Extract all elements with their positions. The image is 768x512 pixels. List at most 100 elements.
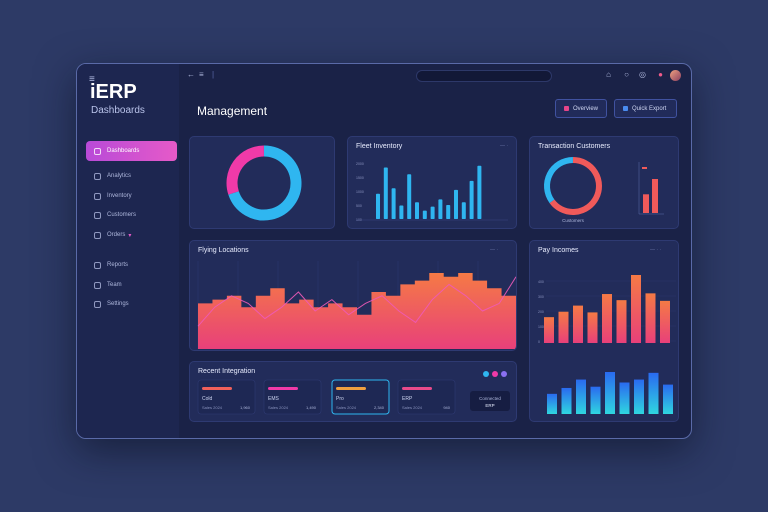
divider: |: [212, 70, 215, 79]
grid-icon: [94, 147, 101, 155]
back-arrow-icon[interactable]: ←: [187, 70, 195, 79]
sidebar: ≡ iERP Dashboards Dashboards Analytics I…: [77, 64, 179, 438]
legend-marker: — ·: [500, 143, 508, 149]
status-dot: [483, 371, 489, 377]
revenue-bar: [631, 275, 641, 343]
accent-bar: [402, 387, 432, 390]
revenue-bar: [616, 300, 627, 343]
item-sub: Sales 2024: [202, 405, 223, 410]
revenue-bar: [587, 312, 598, 343]
y-tick-label: 200: [538, 310, 544, 314]
home-icon[interactable]: ⌂: [606, 70, 611, 79]
orders-bar: [605, 372, 615, 414]
bar: [422, 210, 427, 219]
item-label: EMS: [268, 396, 280, 402]
bar: [376, 193, 380, 219]
overview-button[interactable]: Overview: [555, 99, 607, 118]
orders-bar: [576, 379, 586, 414]
item-value: 2,340: [374, 405, 385, 410]
sidebar-item-settings[interactable]: Settings: [86, 294, 177, 314]
sidebar-item-label: Analytics: [107, 173, 132, 179]
sidebar-item-customers[interactable]: Customers: [86, 205, 177, 225]
item-value: 1,960: [240, 405, 251, 410]
revenue-bar: [573, 305, 583, 343]
orders-bar: [648, 372, 659, 414]
chevron-down-icon[interactable]: ▾: [128, 232, 132, 239]
customers-card: Transaction Customers Customers: [529, 136, 679, 229]
item-label: ERP: [402, 396, 413, 402]
integration-card: Recent Integration Cold Sales 2024 1,960 EM…: [189, 361, 517, 422]
locations-area-chart: — ·: [197, 247, 516, 349]
bar: [438, 199, 443, 219]
button-label: Overview: [573, 105, 599, 112]
sidebar-item-label: Inventory: [107, 193, 132, 199]
sidebar-item-dashboards[interactable]: Dashboards: [86, 141, 177, 161]
incomes-card: Pay Incomes 400 300 200 100 0 — · ·: [529, 240, 679, 422]
y-tick-label: 300: [538, 295, 544, 299]
card-title: Recent Integration: [198, 368, 256, 375]
top-bar: ← ≡ | ⌂ ○ ◎ ●: [179, 64, 691, 88]
bar: [477, 165, 482, 219]
donut-chart: [226, 145, 302, 221]
card-title: Flying Locations: [198, 247, 249, 254]
accent-bar: [336, 387, 366, 390]
sidebar-item-label: Reports: [107, 262, 129, 268]
card-title: Fleet Inventory: [356, 143, 403, 150]
y-tick-label: 100: [538, 325, 544, 329]
file-icon: [94, 261, 101, 269]
users-icon: [94, 211, 101, 219]
customers-donut-slice: [549, 157, 602, 215]
inventory-card: Fleet Inventory 2000 1500 1000 500 100— ·: [347, 136, 517, 229]
card-title: Transaction Customers: [538, 143, 611, 150]
chart-icon: [94, 172, 101, 180]
menu-icon[interactable]: ≡: [89, 74, 95, 85]
accent-bar: [202, 387, 232, 390]
notification-icon[interactable]: ●: [658, 70, 663, 79]
revenue-bar: [660, 300, 670, 343]
sidebar-item-inventory[interactable]: Inventory: [86, 186, 177, 206]
bar: [383, 167, 388, 219]
customers-donut-slice: [544, 157, 574, 204]
item-sub: Sales 2024: [402, 405, 423, 410]
donut-slice: [228, 145, 302, 221]
bar: [461, 202, 466, 219]
accent-bar: [268, 387, 298, 390]
box-icon: [94, 192, 101, 200]
bell-icon[interactable]: ◎: [639, 70, 646, 79]
sidebar-item-reports[interactable]: Reports: [86, 255, 177, 275]
status-dot: [492, 371, 498, 377]
button-label: Quick Export: [632, 105, 667, 112]
trend-line: [197, 276, 516, 327]
mini-bar: [643, 194, 649, 213]
sidebar-item-label: Customers: [107, 212, 137, 218]
donut-slice: [226, 145, 265, 195]
sidebar-item-team[interactable]: Team: [86, 275, 177, 295]
list-icon[interactable]: ≡: [199, 70, 204, 79]
connected-badge[interactable]: [470, 391, 510, 411]
item-value: 940: [443, 405, 450, 410]
locations-card: Flying Locations — ·: [189, 240, 517, 351]
donut-label: Customers: [562, 218, 585, 223]
app-logo: iERP: [90, 81, 137, 103]
card-title: Pay Incomes: [538, 247, 579, 254]
bar: [454, 189, 458, 219]
sidebar-item-orders[interactable]: Orders ▾: [86, 225, 177, 245]
legend-swatch: [642, 167, 647, 169]
legend-marker: — ·: [490, 247, 498, 253]
item-label: Cold: [202, 396, 213, 402]
export-button[interactable]: Quick Export: [614, 99, 677, 118]
item-sub: Sales 2024: [336, 405, 357, 410]
badge-line1: Connected: [479, 396, 501, 401]
bar: [399, 205, 404, 219]
sidebar-item-label: Team: [107, 282, 122, 288]
sidebar-item-analytics[interactable]: Analytics: [86, 166, 177, 186]
bar: [430, 206, 435, 219]
bar: [407, 174, 412, 219]
search-input[interactable]: [416, 70, 552, 82]
orders-bar: [634, 379, 644, 414]
legend-marker: — · ·: [650, 247, 661, 253]
chat-icon[interactable]: ○: [624, 70, 629, 79]
sidebar-item-label: Dashboards: [107, 148, 140, 154]
avatar[interactable]: [670, 70, 681, 81]
y-tick-label: 0: [538, 340, 540, 344]
